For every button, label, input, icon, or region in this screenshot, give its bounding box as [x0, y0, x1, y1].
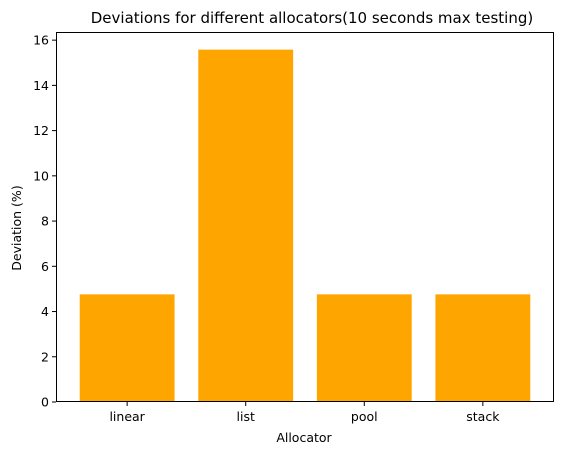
chart-title: Deviations for different allocators(10 s… [91, 9, 533, 27]
x-axis-label: Allocator [276, 430, 332, 445]
y-tick-label: 14 [33, 78, 49, 93]
y-tick-label: 10 [33, 168, 49, 183]
y-tick-label: 2 [41, 349, 49, 364]
plot-frame [56, 32, 554, 402]
x-axis-ticks: linear list pool stack [109, 402, 500, 424]
x-tick-label-linear: linear [109, 409, 145, 424]
y-tick-label: 6 [41, 259, 49, 274]
y-tick-label: 16 [33, 33, 49, 48]
x-tick-label-stack: stack [466, 409, 500, 424]
bar-stack [435, 294, 531, 402]
x-tick-label-list: list [237, 409, 255, 424]
bar-list [198, 49, 294, 402]
y-tick-label: 4 [41, 304, 49, 319]
y-axis-ticks: 0 2 4 6 8 10 12 14 16 [33, 33, 56, 410]
y-tick-label: 8 [41, 214, 49, 229]
bars-group [79, 49, 531, 402]
y-axis-label: Deviation (%) [9, 185, 24, 270]
y-tick-label: 0 [41, 395, 49, 410]
y-tick-label: 12 [33, 123, 49, 138]
x-tick-label-pool: pool [351, 409, 378, 424]
bar-pool [316, 294, 412, 402]
bar-linear [79, 294, 175, 402]
